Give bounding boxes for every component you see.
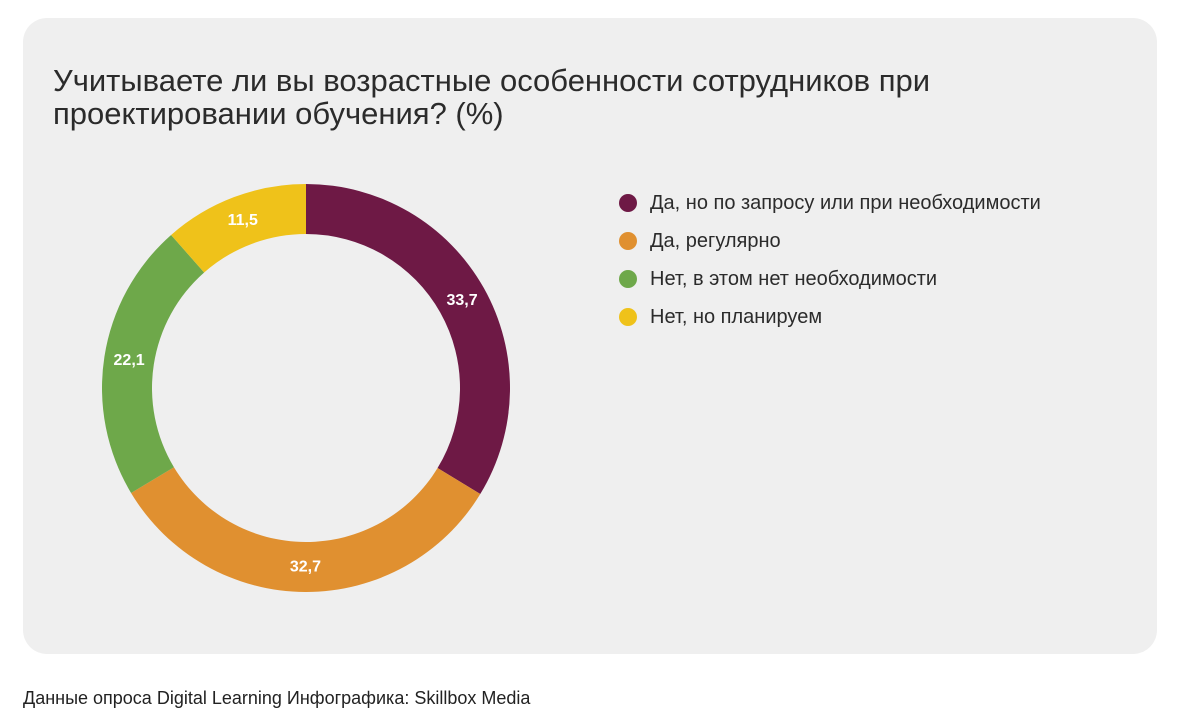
legend-label: Нет, но планируем	[650, 305, 823, 328]
donut-slice	[306, 184, 511, 495]
legend-swatch	[619, 194, 637, 212]
legend-item: Нет, но планируем	[619, 298, 1041, 336]
chart-title-line-2: проектировании обучения? (%)	[53, 96, 504, 131]
chart-card: Учитываете ли вы возрастные особенности …	[23, 18, 1157, 654]
slice-value-label: 33,7	[446, 292, 477, 309]
donut-slice	[101, 234, 205, 493]
chart-title: Учитываете ли вы возрастные особенности …	[53, 64, 1053, 130]
slice-value-label: 11,5	[228, 212, 258, 229]
legend-item: Нет, в этом нет необходимости	[619, 260, 1041, 298]
legend-label: Да, но по запросу или при необходимости	[650, 191, 1041, 214]
legend-label: Нет, в этом нет необходимости	[650, 267, 938, 290]
legend-swatch	[619, 270, 637, 288]
legend-label: Да, регулярно	[650, 229, 781, 252]
legend-item: Да, регулярно	[619, 222, 1041, 260]
donut-slice	[131, 467, 481, 592]
legend-swatch	[619, 308, 637, 326]
donut-slice	[171, 184, 306, 273]
chart-title-line-1: Учитываете ли вы возрастные особенности …	[53, 63, 931, 98]
source-caption: Данные опроса Digital Learning Инфографи…	[23, 688, 531, 708]
slice-value-label: 22,1	[114, 352, 145, 369]
chart-legend: Да, но по запросу или при необходимости …	[619, 184, 1041, 336]
slice-value-label: 32,7	[290, 558, 321, 575]
legend-item: Да, но по запросу или при необходимости	[619, 184, 1041, 222]
legend-swatch	[619, 232, 637, 250]
donut-chart: 33,7 32,7 22,1 11,5	[101, 184, 511, 592]
